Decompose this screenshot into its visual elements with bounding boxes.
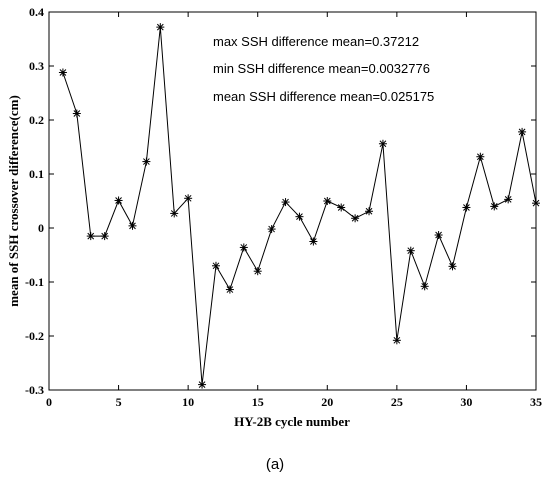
y-tick-label: -0.1 bbox=[25, 275, 44, 289]
data-point-marker bbox=[490, 202, 499, 211]
data-point-marker bbox=[462, 203, 471, 212]
data-point-marker bbox=[518, 127, 527, 136]
x-tick-label: 0 bbox=[46, 395, 52, 409]
data-point-marker bbox=[114, 196, 123, 205]
data-point-marker bbox=[253, 267, 262, 276]
data-point-marker bbox=[184, 194, 193, 203]
figure-caption: (a) bbox=[266, 456, 284, 473]
annotation-min: min SSH difference mean=0.0032776 bbox=[213, 61, 430, 76]
x-tick-label: 35 bbox=[530, 395, 542, 409]
y-tick-label: 0 bbox=[38, 221, 44, 235]
stats-annotations: max SSH difference mean=0.37212 min SSH … bbox=[213, 34, 434, 104]
data-point-marker bbox=[267, 225, 276, 234]
y-tick-label: 0.1 bbox=[29, 167, 44, 181]
data-point-marker bbox=[142, 157, 151, 166]
x-tick-label: 15 bbox=[252, 395, 264, 409]
y-tick-label: 0.3 bbox=[29, 59, 44, 73]
data-point-marker bbox=[504, 195, 513, 204]
data-point-marker bbox=[211, 261, 220, 270]
data-point-marker bbox=[365, 207, 374, 216]
x-tick-label: 20 bbox=[321, 395, 333, 409]
data-point-marker bbox=[392, 336, 401, 345]
x-tick-label: 25 bbox=[391, 395, 403, 409]
x-tick-label: 10 bbox=[182, 395, 194, 409]
data-point-marker bbox=[58, 68, 67, 77]
data-point-marker bbox=[295, 212, 304, 221]
data-point-marker bbox=[170, 209, 179, 218]
annotation-max: max SSH difference mean=0.37212 bbox=[213, 34, 419, 49]
data-point-marker bbox=[448, 262, 457, 271]
data-point-marker bbox=[406, 246, 415, 255]
y-tick-label: -0.2 bbox=[25, 329, 44, 343]
y-tick-label: 0.2 bbox=[29, 113, 44, 127]
data-point-marker bbox=[420, 282, 429, 291]
y-tick-label: 0.4 bbox=[29, 5, 44, 19]
data-markers bbox=[58, 23, 540, 389]
data-point-marker bbox=[128, 221, 137, 230]
data-point-marker bbox=[225, 285, 234, 294]
data-point-marker bbox=[476, 152, 485, 161]
data-point-marker bbox=[323, 197, 332, 205]
data-point-marker bbox=[378, 139, 387, 148]
data-point-marker bbox=[337, 203, 346, 212]
data-point-marker bbox=[351, 214, 360, 223]
annotation-mean: mean SSH difference mean=0.025175 bbox=[213, 89, 434, 104]
data-point-marker bbox=[239, 243, 248, 252]
data-point-marker bbox=[281, 198, 290, 207]
data-point-marker bbox=[100, 232, 109, 241]
data-point-marker bbox=[72, 109, 81, 118]
y-tick-label: -0.3 bbox=[25, 383, 44, 397]
x-axis-label: HY-2B cycle number bbox=[234, 414, 350, 429]
data-point-marker bbox=[86, 232, 95, 241]
data-point-marker bbox=[198, 380, 207, 389]
x-tick-label: 5 bbox=[116, 395, 122, 409]
data-point-marker bbox=[434, 231, 443, 240]
data-point-marker bbox=[156, 23, 165, 32]
data-point-marker bbox=[532, 199, 540, 208]
y-axis-label: mean of SSH crossover difference(cm) bbox=[6, 95, 21, 307]
data-point-marker bbox=[309, 237, 318, 246]
x-tick-label: 30 bbox=[460, 395, 472, 409]
axis-ticks: 0 5 10 15 20 25 30 35 -0.3 -0.2 -0.1 0 0.1 0.2 0.3 0.4 bbox=[25, 5, 542, 409]
